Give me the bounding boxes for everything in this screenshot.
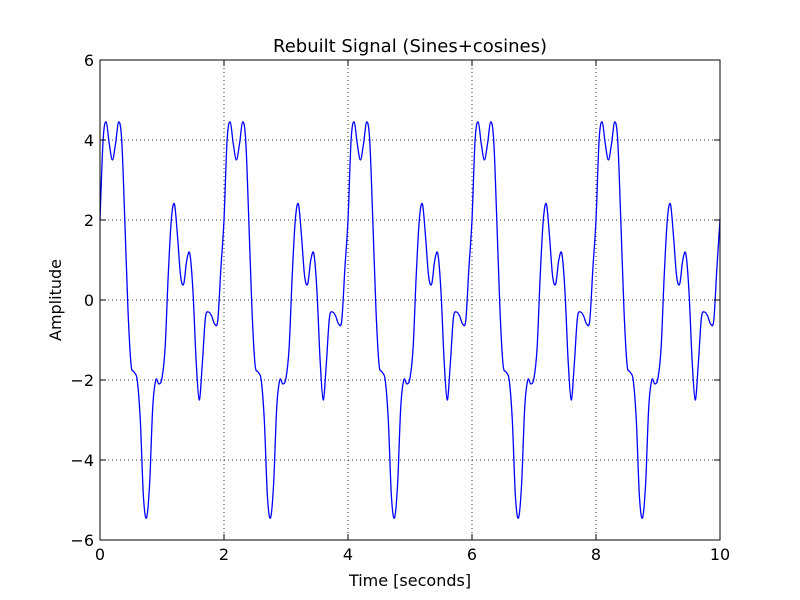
x-tick-label: 6 (467, 545, 477, 564)
y-axis-label: Amplitude (46, 259, 65, 341)
x-tick-label: 0 (95, 545, 105, 564)
y-tick-label: 4 (84, 131, 94, 150)
chart-title: Rebuilt Signal (Sines+cosines) (273, 36, 547, 57)
y-tick-label: 6 (84, 51, 94, 70)
x-axis-label: Time [seconds] (348, 571, 471, 590)
series-layer (99, 121, 721, 519)
x-tick-label: 4 (343, 545, 353, 564)
x-tick-label: 2 (219, 545, 229, 564)
y-tick-label: −4 (70, 451, 94, 470)
x-tick-label: 8 (591, 545, 601, 564)
y-tick-label: −2 (70, 371, 94, 390)
ticks (99, 59, 721, 541)
signal-series-line (99, 121, 721, 519)
y-tick-label: 0 (84, 291, 94, 310)
x-tick-label: 10 (710, 545, 730, 564)
y-tick-label: −6 (70, 531, 94, 550)
tick-labels: 0 2 4 6 8 10 −6 −4 −2 0 2 4 6 (70, 51, 730, 564)
y-tick-label: 2 (84, 211, 94, 230)
